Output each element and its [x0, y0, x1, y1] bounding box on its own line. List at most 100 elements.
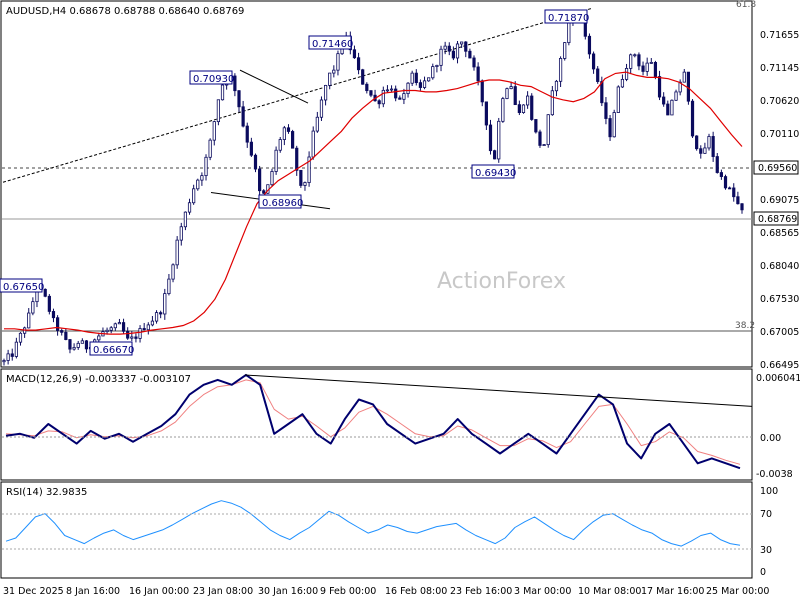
candle — [422, 76, 427, 90]
candle — [505, 87, 509, 100]
candle — [68, 339, 72, 354]
candle — [262, 189, 266, 195]
candle — [414, 69, 418, 86]
candle — [258, 165, 262, 195]
x-tick-label: 8 Jan 16:00 — [66, 586, 120, 597]
candle — [732, 183, 736, 202]
candle — [31, 297, 35, 316]
candle — [245, 122, 249, 148]
candle — [653, 60, 658, 80]
candle — [14, 337, 18, 359]
candle — [521, 104, 526, 114]
svg-text:0.67650: 0.67650 — [3, 282, 44, 293]
candle — [163, 288, 167, 320]
price-annotation: 0.71870 — [544, 9, 589, 24]
candle — [662, 92, 666, 107]
candle — [719, 169, 723, 180]
candle — [542, 144, 546, 147]
candle — [134, 333, 138, 343]
candle — [76, 340, 80, 350]
candle — [740, 203, 744, 214]
candle — [117, 318, 122, 325]
x-tick-label: 23 Feb 16:00 — [450, 586, 512, 597]
symbol-header: AUDUSD,H4 0.68678 0.68788 0.68640 0.6876… — [6, 6, 244, 17]
x-tick-label: 30 Jan 16:00 — [258, 586, 318, 597]
candle — [439, 45, 443, 72]
candle — [484, 101, 488, 131]
candle — [633, 53, 637, 58]
x-tick-label: 10 Mar 08:00 — [578, 586, 641, 597]
candle — [212, 120, 216, 146]
macd-layer — [5, 373, 753, 470]
candle — [587, 33, 592, 59]
candle — [550, 85, 554, 116]
candle — [728, 186, 732, 190]
price-tick-label: 0.70620 — [760, 96, 799, 107]
candle — [208, 138, 212, 161]
rsi-line — [5, 500, 741, 547]
candle — [690, 99, 695, 138]
candle — [332, 65, 336, 78]
candle — [670, 99, 674, 116]
candle — [196, 178, 200, 191]
sma-line — [4, 71, 743, 335]
price-annotation: 0.67650 — [0, 278, 44, 293]
rsi-tick-label: 70 — [760, 509, 772, 520]
x-tick-label: 31 Dec 2025 — [3, 586, 64, 597]
price-tick-label: 0.70110 — [760, 129, 799, 140]
macd-tick-label: -0.0038 — [756, 469, 793, 480]
candle — [6, 349, 10, 365]
candle — [418, 79, 423, 91]
candle — [204, 154, 208, 181]
x-tick-label: 25 Mar 00:00 — [706, 586, 769, 597]
candle — [513, 81, 517, 106]
candle — [563, 42, 567, 61]
candle — [55, 315, 60, 336]
svg-text:0.71460: 0.71460 — [312, 39, 353, 50]
price-tick-label: 0.71655 — [760, 30, 799, 41]
x-tick-label: 16 Feb 08:00 — [385, 586, 447, 597]
candle — [175, 236, 179, 269]
x-tick-label: 23 Jan 08:00 — [193, 586, 253, 597]
candle — [167, 274, 171, 296]
candle — [616, 85, 620, 113]
candle — [517, 100, 521, 116]
candle — [356, 52, 361, 75]
candle — [295, 145, 299, 176]
svg-text:0.68960: 0.68960 — [262, 198, 303, 209]
candle — [591, 51, 596, 74]
candle — [146, 322, 150, 335]
candle — [736, 191, 740, 205]
candle — [641, 61, 645, 76]
candle — [278, 136, 282, 153]
candle — [501, 96, 505, 123]
candle — [51, 308, 56, 323]
price-annotation: 0.68960 — [258, 194, 303, 209]
candle — [365, 82, 369, 94]
candle — [678, 79, 682, 96]
rsi-y-axis: 100 70 30 0 — [760, 486, 778, 578]
candle — [558, 56, 563, 87]
candle — [291, 129, 295, 149]
macd-panel-frame — [0, 368, 753, 481]
watermark: ActionForex — [437, 269, 566, 294]
candle — [707, 133, 711, 151]
price-tick-label: 0.67530 — [760, 294, 799, 305]
candle — [179, 222, 183, 246]
candle — [200, 172, 204, 186]
candle — [192, 184, 196, 205]
candle — [299, 169, 303, 188]
rsi-layer — [5, 500, 741, 547]
candle — [109, 326, 113, 334]
candle — [554, 79, 559, 97]
candle — [216, 99, 220, 126]
candle — [629, 53, 633, 75]
price-tick-label: 0.67005 — [760, 327, 799, 338]
candle — [427, 77, 431, 82]
candle — [443, 41, 447, 55]
candle — [282, 125, 286, 146]
candle — [620, 74, 625, 88]
candle — [447, 42, 451, 56]
candle — [493, 149, 497, 160]
